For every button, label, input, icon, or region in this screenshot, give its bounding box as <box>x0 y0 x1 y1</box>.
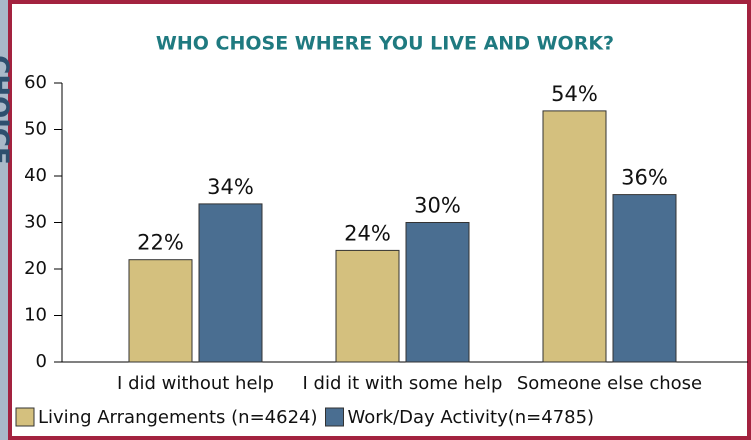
x-tick-label: Someone else chose <box>517 373 702 394</box>
bar <box>612 194 677 363</box>
bar <box>405 222 470 363</box>
value-label: 24% <box>344 221 391 245</box>
x-tick-label: I did without help <box>117 373 274 394</box>
chart-title: WHO CHOSE WHERE YOU LIVE AND WORK? <box>156 33 614 55</box>
y-tick-label: 60 <box>24 72 47 93</box>
value-label: 30% <box>414 194 461 218</box>
x-tick-label: I did it with some help <box>303 373 503 394</box>
side-label: CHOICE <box>0 55 14 164</box>
bar <box>128 259 193 363</box>
value-label: 22% <box>137 231 184 255</box>
bar <box>198 203 263 363</box>
bar <box>542 110 607 363</box>
legend-label: Living Arrangements (n=4624) <box>38 407 318 428</box>
y-tick-label: 30 <box>24 212 47 233</box>
y-tick-label: 20 <box>24 258 47 279</box>
y-tick-label: 40 <box>24 165 47 186</box>
value-label: 36% <box>621 166 668 190</box>
y-tick-label: 0 <box>36 351 47 372</box>
y-tick-label: 50 <box>24 119 47 140</box>
legend-swatch <box>15 407 35 427</box>
legend-label: Work/Day Activity(n=4785) <box>348 407 595 428</box>
value-label: 34% <box>207 175 254 199</box>
y-tick-label: 10 <box>24 305 47 326</box>
legend-swatch <box>325 407 344 427</box>
bar <box>335 249 400 363</box>
value-label: 54% <box>551 82 598 106</box>
